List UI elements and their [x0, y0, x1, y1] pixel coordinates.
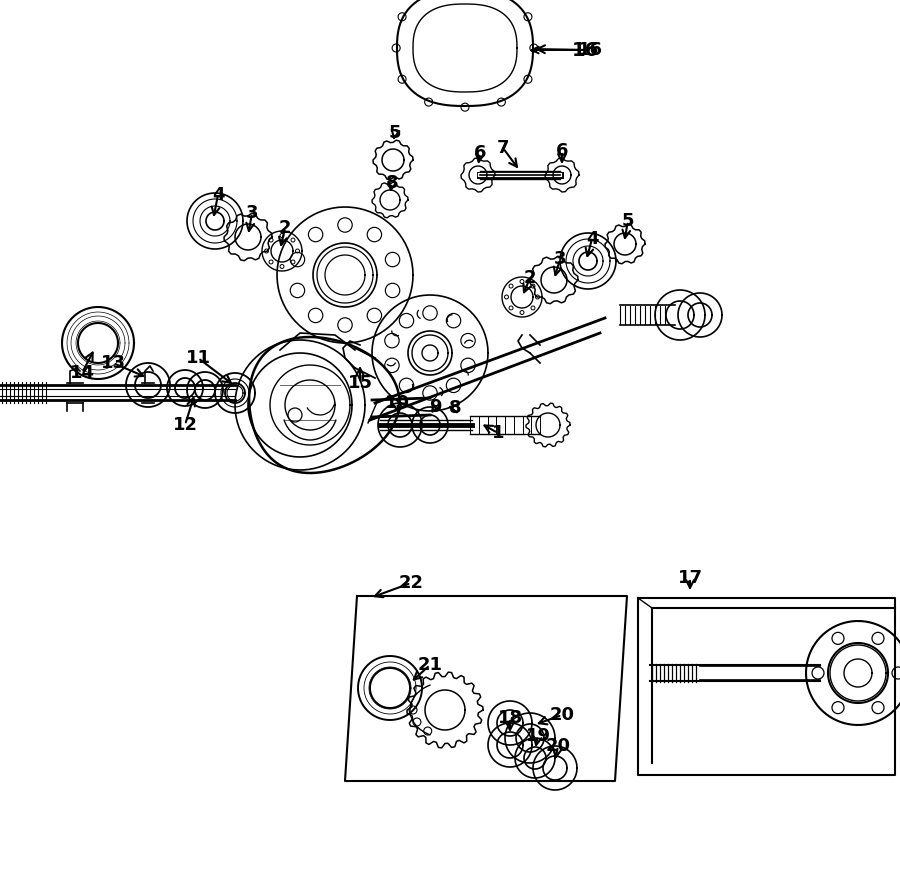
- Text: 5: 5: [622, 212, 634, 230]
- Text: 22: 22: [399, 574, 424, 592]
- Text: 8: 8: [386, 174, 399, 192]
- Text: 3: 3: [554, 250, 566, 268]
- Text: 6: 6: [473, 144, 486, 162]
- Text: 20: 20: [545, 737, 571, 755]
- Text: 9: 9: [428, 398, 441, 416]
- Text: 20: 20: [550, 706, 574, 724]
- Text: 13: 13: [101, 354, 125, 372]
- Text: 8: 8: [449, 399, 462, 417]
- Text: 15: 15: [347, 374, 373, 392]
- Text: 19: 19: [526, 727, 551, 745]
- Text: 4: 4: [212, 186, 224, 204]
- Text: 21: 21: [418, 656, 443, 674]
- Text: 2: 2: [279, 219, 292, 237]
- Text: 17: 17: [678, 569, 703, 587]
- Text: 16: 16: [572, 40, 598, 60]
- Text: 2: 2: [524, 269, 536, 287]
- Text: 10: 10: [384, 394, 410, 412]
- Text: 18: 18: [498, 709, 523, 727]
- Text: 7: 7: [497, 139, 509, 157]
- Text: 16: 16: [578, 41, 602, 59]
- Text: 12: 12: [173, 416, 197, 434]
- Text: 11: 11: [185, 349, 211, 367]
- Text: 1: 1: [491, 424, 504, 442]
- Text: 14: 14: [69, 364, 94, 382]
- Text: 6: 6: [556, 142, 568, 160]
- Text: 4: 4: [586, 230, 598, 248]
- Text: 5: 5: [389, 124, 401, 142]
- Text: 3: 3: [246, 204, 258, 222]
